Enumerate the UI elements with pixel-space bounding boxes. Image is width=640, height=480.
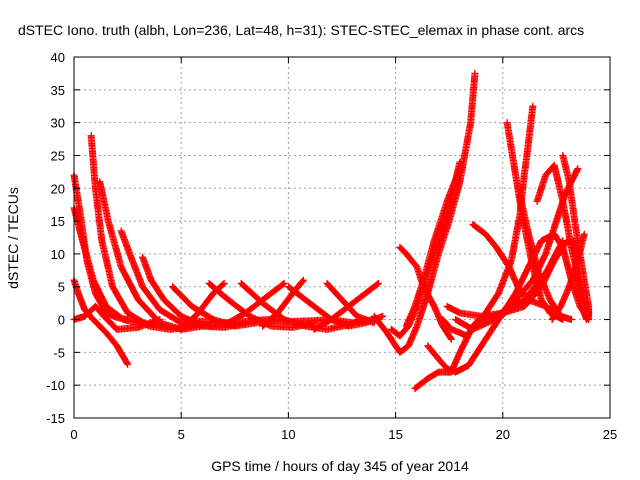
series-markers: [323, 279, 378, 327]
series-arc-18: [323, 279, 378, 327]
x-axis-title: GPS time / hours of day 345 of year 2014: [211, 458, 469, 474]
y-tick-label: 15: [51, 214, 65, 229]
series-arc-34: [570, 237, 593, 323]
series-arc-21: [402, 165, 464, 330]
y-tick-label: 35: [51, 83, 65, 98]
chart-title: dSTEC Iono. truth (albh, Lon=236, Lat=48…: [18, 22, 584, 38]
x-tick-label: 20: [496, 427, 510, 442]
series-markers: [402, 165, 464, 330]
series-markers: [310, 279, 382, 333]
y-axis-title: dSTEC / TECUs: [5, 187, 21, 289]
series-markers: [559, 152, 593, 323]
data-series: [70, 69, 593, 392]
y-tick-label: -15: [46, 411, 65, 426]
y-tick-label: -5: [53, 345, 65, 360]
y-tick-label: 10: [51, 247, 65, 262]
y-tick-label: 5: [58, 280, 65, 295]
x-tick-label: 5: [178, 427, 185, 442]
series-arc-35: [424, 296, 520, 376]
y-tick-label: 25: [51, 148, 65, 163]
series-arc-32: [559, 152, 593, 323]
series-arc-17: [310, 279, 382, 333]
x-tick-label: 0: [70, 427, 77, 442]
y-tick-label: 30: [51, 116, 65, 131]
plot-frame: [73, 56, 611, 419]
axis-ticks: 0 5 10 15 20 25 -15 -10 -5 0 5 10 15 20 25 30 35 40: [46, 50, 617, 442]
series-markers: [87, 132, 196, 333]
y-tick-label: 20: [51, 181, 65, 196]
x-tick-label: 15: [388, 427, 402, 442]
y-tick-label: 0: [58, 313, 65, 328]
x-tick-label: 25: [603, 427, 617, 442]
series-markers: [424, 296, 520, 376]
series-arc-4: [87, 132, 196, 333]
series-markers: [570, 237, 593, 323]
x-tick-label: 10: [281, 427, 295, 442]
y-tick-label: 40: [51, 50, 65, 65]
y-tick-label: -10: [46, 378, 65, 393]
